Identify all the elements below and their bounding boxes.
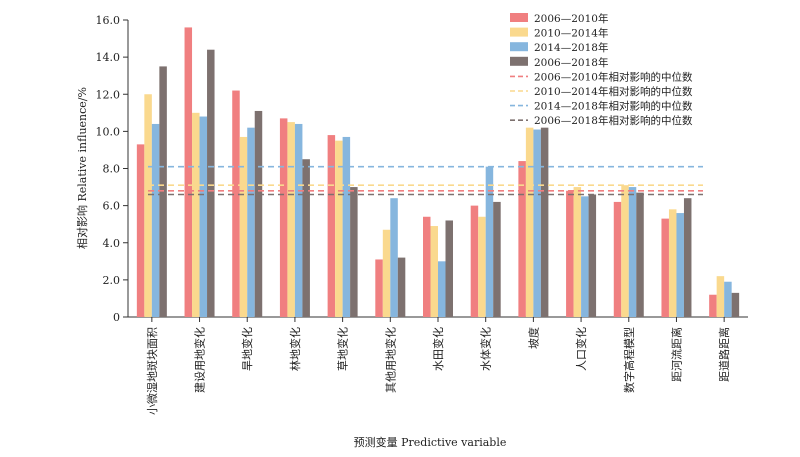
bar [731,292,740,317]
plot-area: 0 2.0 4.0 6.0 8.0 10.0 12.0 14.0 16.0 小微湿地斑块面积 建设用… [96,14,748,415]
y-tick-label: 10.0 [96,125,121,138]
legend-label: 2010—2014年 [534,27,608,40]
x-tick-label: 水田变化 [431,327,445,371]
bar [518,161,526,317]
y-tick-label: 2.0 [103,274,121,287]
x-tick-label: 草地变化 [336,327,350,371]
x-tick-label: 距河流距离 [669,327,683,382]
bar [724,281,732,317]
y-tick-label: 14.0 [96,51,121,64]
legend-label: 2006—2010年相对影响的中位数 [534,70,693,83]
x-tick-label: 其他用地变化 [383,327,397,393]
y-axis-title: 相对影响 Relative influence/% [75,87,89,249]
legend-label: 2010—2014年相对影响的中位数 [534,85,693,98]
bar [302,159,310,317]
x-axis-title: 预测变量 Predictive variable [354,435,507,449]
legend-label: 2014—2018年相对影响的中位数 [534,100,693,113]
bar [438,261,446,317]
bar [207,49,215,317]
bar [287,122,295,317]
bar [342,136,351,317]
bar [621,185,629,317]
bar [540,127,549,317]
bar [628,187,637,317]
bar [485,166,494,317]
bar [159,66,167,317]
bar [636,192,644,317]
bar [661,218,669,317]
x-tick-label: 建设用地变化 [193,327,207,393]
bar [525,127,534,317]
x-tick-label: 林地变化 [288,327,302,371]
bar [573,187,582,317]
bar [445,220,453,317]
bar [254,110,263,317]
bar [470,205,479,317]
bar [327,135,336,317]
bar [709,294,717,317]
bar [493,201,501,317]
bar [375,259,383,317]
legend-swatch [510,56,528,66]
legend-label: 2006—2018年 [534,56,608,69]
bar [247,127,255,317]
bar [676,213,684,317]
bar [279,118,288,317]
y-tick-label: 6.0 [103,200,121,213]
bar [397,257,406,317]
bar [192,112,200,317]
bar [566,190,574,317]
bar [294,123,303,317]
bar [335,140,343,317]
y-tick-label: 12.0 [96,88,121,101]
bar [588,194,597,317]
y-tick-label: 0 [113,311,120,324]
bar [423,216,431,317]
bar [668,209,677,317]
bar [716,276,725,317]
bar [613,201,622,317]
bar [581,196,589,317]
x-tick-label: 坡度 [526,327,540,349]
bar [390,198,398,317]
legend-swatch [510,13,528,22]
y-tick-label: 16.0 [96,14,121,27]
legend-label: 2006—2018年相对影响的中位数 [534,114,693,127]
bar [184,27,193,318]
y-tick-label: 8.0 [103,163,121,176]
legend-label: 2006—2010年 [534,12,608,25]
bar [232,90,240,317]
y-tick-label: 4.0 [103,237,121,250]
bar [683,198,692,317]
bar [151,123,160,317]
bar [430,226,438,317]
bar [136,144,145,317]
x-tick-label: 水体变化 [479,327,493,371]
bar [199,116,208,318]
bar [478,216,486,317]
legend-label: 2014—2018年 [534,41,608,54]
bar [350,187,358,317]
bar [144,94,152,317]
bar [382,229,391,317]
x-tick-label: 旱地变化 [240,327,254,371]
bar [533,129,541,317]
bar [239,136,248,317]
legend-swatch [510,27,528,37]
legend-swatch [510,42,528,52]
x-tick-label: 距道路距离 [717,327,731,382]
x-tick-label: 数字高程模型 [622,327,636,393]
x-tick-label: 小微湿地斑块面积 [145,327,159,415]
x-tick-label: 人口变化 [574,327,588,371]
